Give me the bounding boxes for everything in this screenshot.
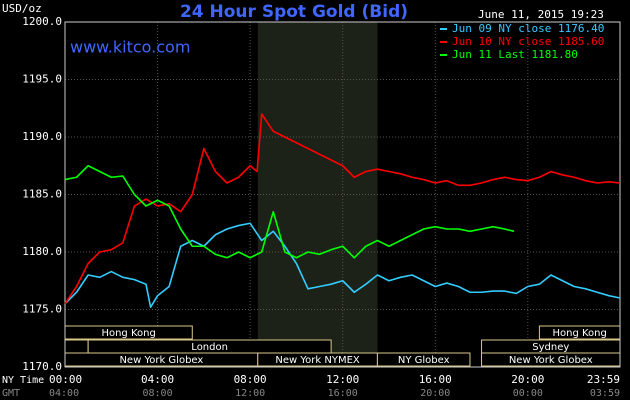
x-tick-label: 23:59 bbox=[587, 373, 620, 386]
x-tick-label: 16:00 bbox=[419, 373, 452, 386]
legend-label: Jun 11 Last 1181.80 bbox=[452, 48, 578, 61]
legend-label: Jun 09 NY close 1176.40 bbox=[452, 22, 604, 35]
session-label: Hong Kong bbox=[101, 328, 155, 339]
series-line bbox=[64, 113, 621, 305]
y-tick-label: 1200.0 bbox=[22, 15, 62, 28]
session-label: New York Globex bbox=[509, 355, 593, 366]
x-axis-label: NY Time bbox=[2, 375, 44, 386]
y-tick-label: 1190.0 bbox=[22, 130, 62, 143]
y-unit: USD/oz bbox=[2, 2, 42, 15]
x2-tick-label: 08:00 bbox=[143, 388, 173, 399]
x2-tick-label: 20:00 bbox=[420, 388, 450, 399]
session-label: New York Globex bbox=[119, 355, 203, 366]
watermark: www.kitco.com bbox=[70, 38, 190, 57]
x-tick-label: 20:00 bbox=[511, 373, 544, 386]
session-label: Hong Kong bbox=[553, 328, 607, 339]
x-tick-label: 04:00 bbox=[141, 373, 174, 386]
session-label: NY Globex bbox=[398, 355, 450, 366]
x2-tick-label: 00:00 bbox=[513, 388, 543, 399]
y-tick-label: 1180.0 bbox=[22, 245, 62, 258]
y-tick-label: 1175.0 bbox=[22, 303, 62, 316]
y-tick-label: 1185.0 bbox=[22, 188, 62, 201]
x2-tick-label: 03:59 bbox=[590, 388, 620, 399]
y-tick-label: 1170.0 bbox=[22, 360, 62, 373]
x2-axis-label: GMT bbox=[2, 388, 20, 399]
x2-tick-label: 12:00 bbox=[235, 388, 265, 399]
chart-title: 24 Hour Spot Gold (Bid) bbox=[180, 2, 408, 22]
x-tick-label: 08:00 bbox=[234, 373, 267, 386]
session-label: Sydney bbox=[532, 342, 569, 353]
x-tick-label: 00:00 bbox=[49, 373, 82, 386]
session-box bbox=[376, 352, 471, 367]
x2-tick-label: 16:00 bbox=[328, 388, 358, 399]
session-label: London bbox=[191, 342, 228, 353]
plot-frame bbox=[64, 21, 621, 368]
y-tick-label: 1195.0 bbox=[22, 73, 62, 86]
x2-tick-label: 04:00 bbox=[49, 388, 79, 399]
timestamp: June 11, 2015 19:23 bbox=[478, 8, 604, 21]
session-box bbox=[64, 339, 89, 354]
series-line bbox=[64, 222, 621, 309]
x-tick-label: 12:00 bbox=[326, 373, 359, 386]
series-line bbox=[64, 164, 515, 259]
session-label: New York NYMEX bbox=[275, 355, 360, 366]
legend-label: Jun 10 NY close 1185.60 bbox=[452, 35, 604, 48]
